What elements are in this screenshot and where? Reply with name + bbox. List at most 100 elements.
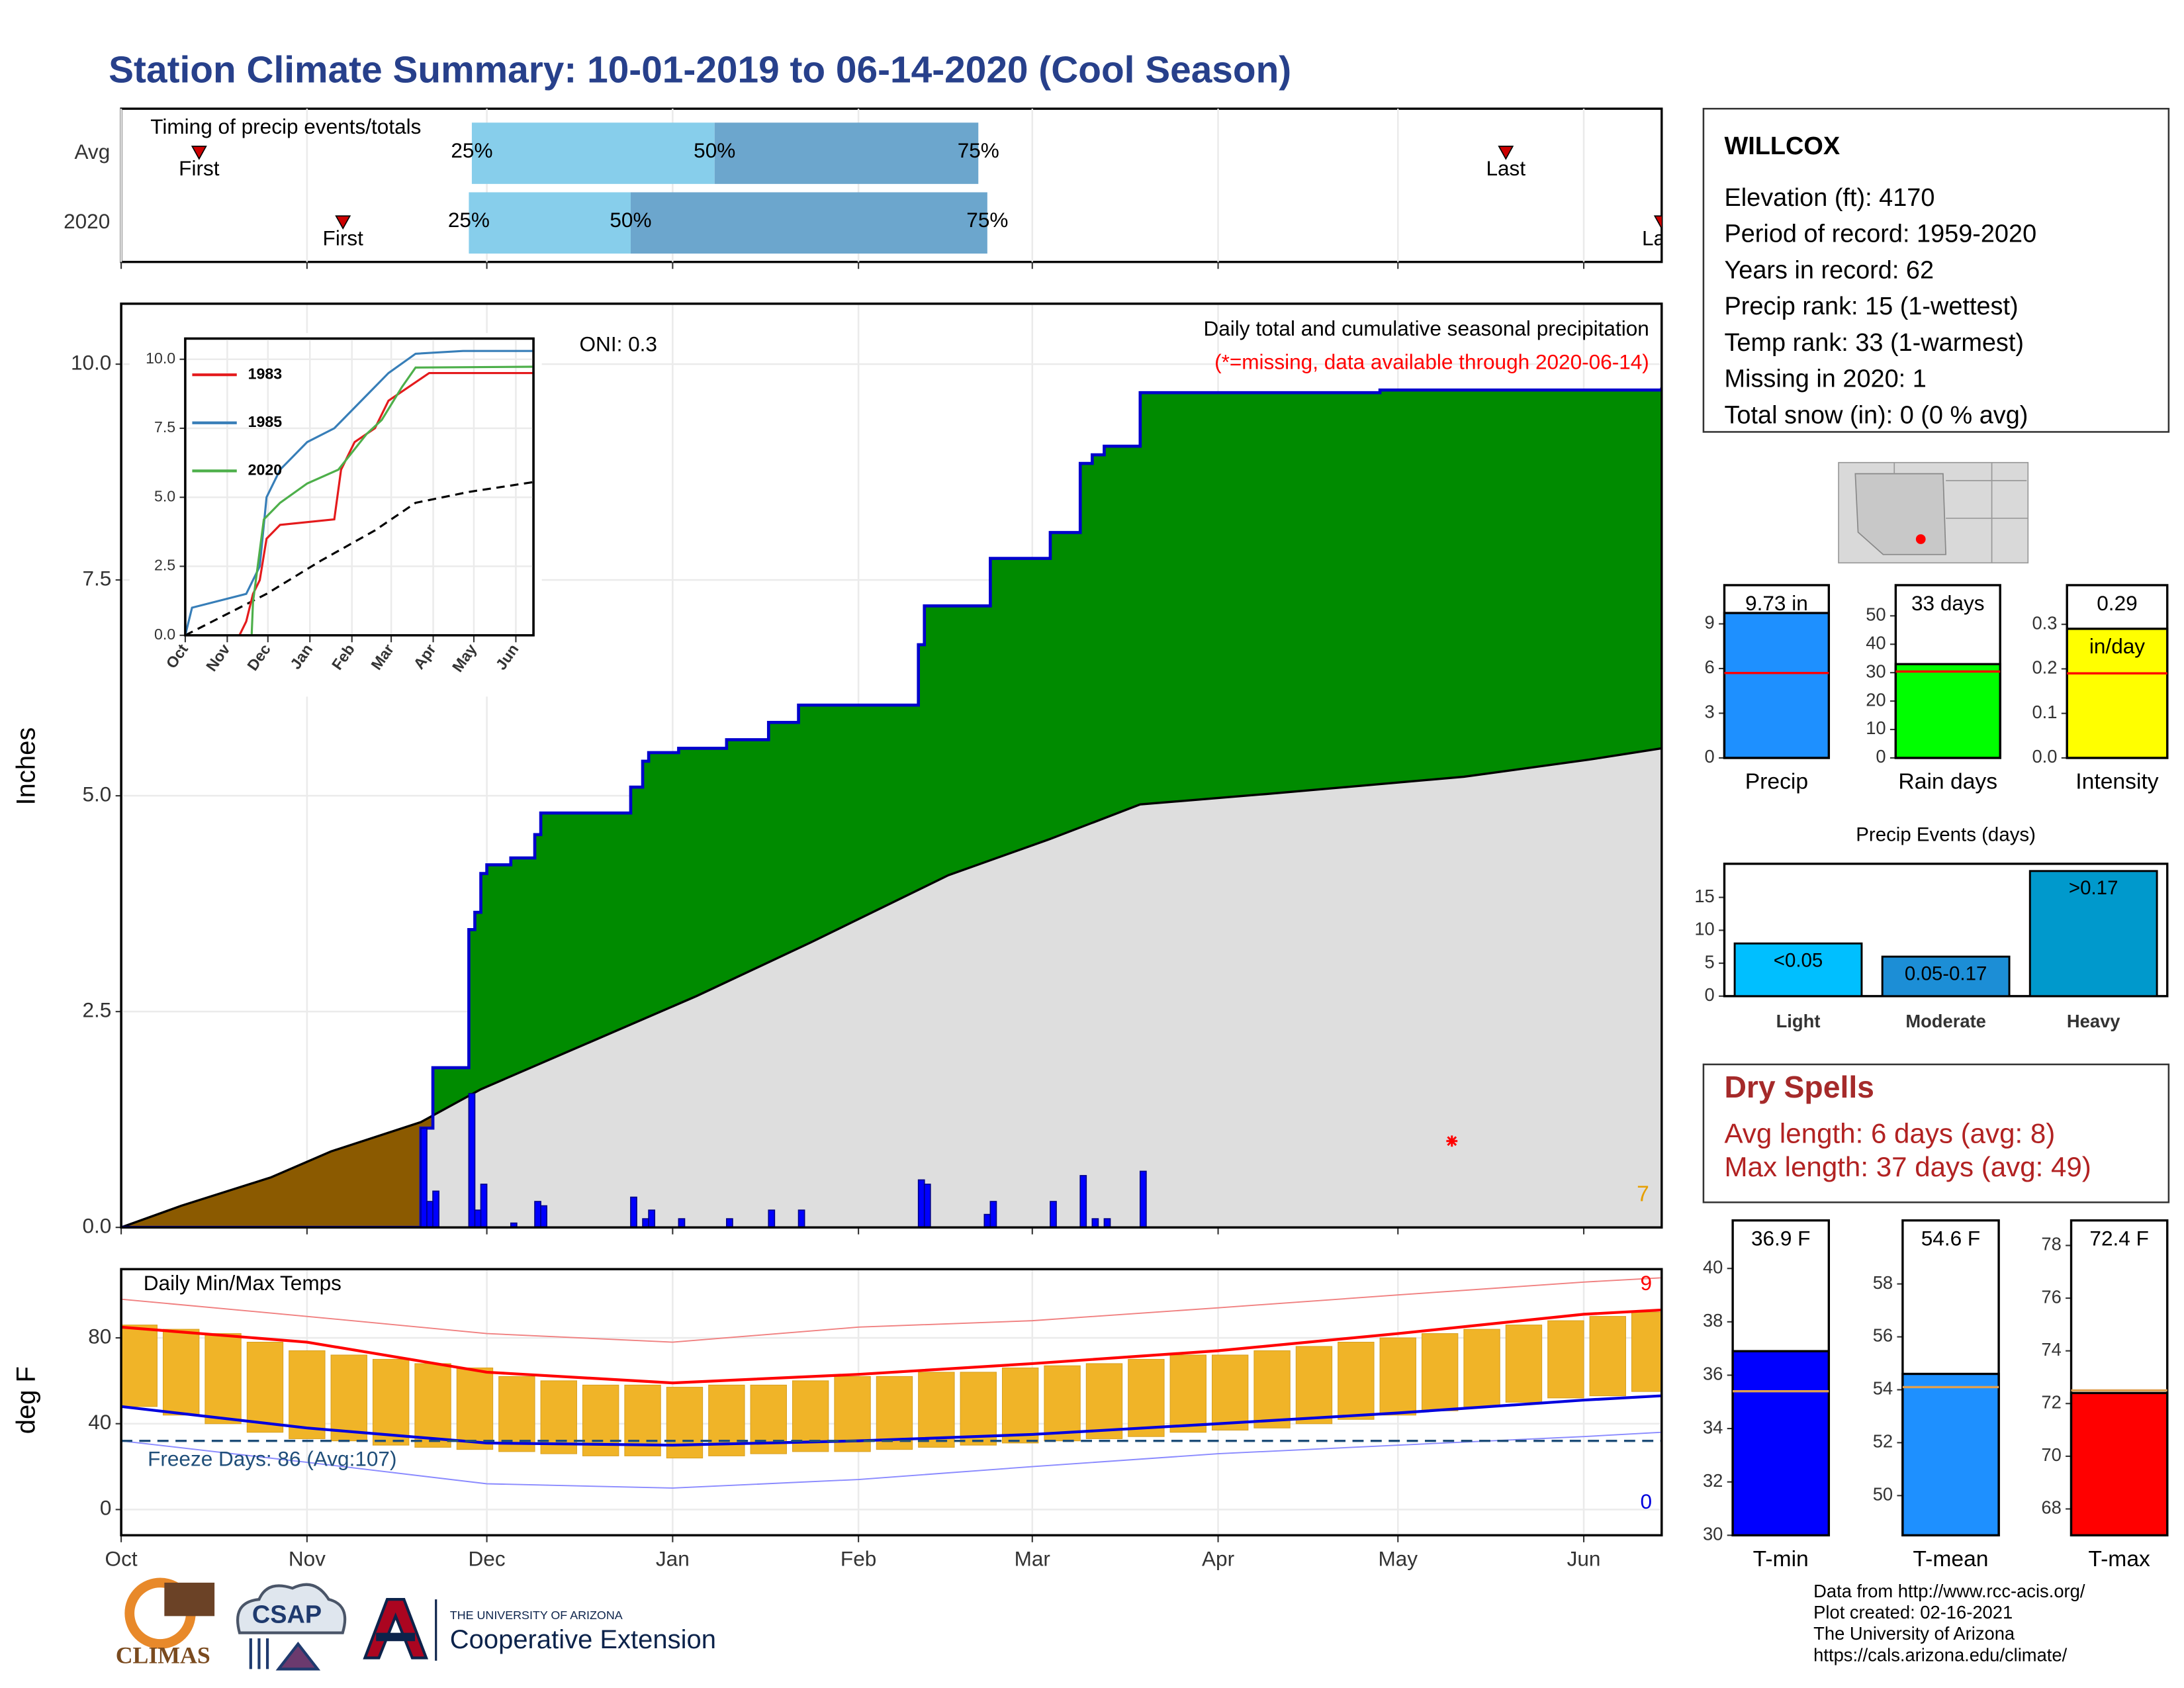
inset-panel [184, 337, 535, 637]
y-tick-label: 50 [1866, 604, 1886, 625]
y-tick-label: 40 [1703, 1256, 1723, 1277]
station-info: Years in record: 62 [1724, 256, 1934, 284]
y-tick-label: 5.0 [154, 487, 175, 504]
y-tick-label: 15 [1694, 886, 1714, 906]
x-tick-label: Dec [469, 1547, 506, 1571]
temp-range-bar [1463, 1329, 1500, 1407]
timing-bar [630, 192, 987, 254]
temp-range-bar [1001, 1367, 1039, 1444]
y-tick-label: 5 [1705, 951, 1715, 972]
gauge-bar [1723, 612, 1831, 759]
gauge-bar [2070, 1391, 2169, 1536]
footer-line: https://cals.arizona.edu/climate/ [1813, 1644, 2067, 1665]
y-axis-title: deg F [12, 1366, 41, 1434]
climas-logo: CLIMAS [116, 1642, 210, 1669]
temp-range-bar [456, 1367, 494, 1450]
temp-range-bar [205, 1333, 242, 1425]
y-tick-label: 10.0 [146, 350, 175, 367]
x-tick-label: Jan [656, 1547, 690, 1571]
temp-range-bar [876, 1376, 913, 1450]
x-tick-label: Moderate [1905, 1011, 1986, 1031]
bar [1881, 955, 2011, 998]
y-tick-label: 10 [1866, 718, 1886, 738]
daily-precip-bar [1103, 1218, 1111, 1228]
temp-range-bar [834, 1376, 871, 1452]
y-tick-label: 50 [1873, 1484, 1893, 1505]
inset-frame [184, 337, 535, 637]
avg-min-line [121, 1394, 1662, 1447]
percent-label: 75% [966, 208, 1008, 232]
station-name: WILLCOX [1724, 132, 1840, 160]
high-count: 9 [1640, 1271, 1652, 1295]
bar-label: <0.05 [1774, 949, 1823, 971]
y-tick-label: 7.5 [154, 418, 175, 436]
temp-range-bar [246, 1342, 284, 1433]
temp-range-bar [330, 1354, 367, 1442]
legend-label: 2020 [248, 461, 282, 478]
daily-precip-bar [426, 1201, 433, 1228]
logos: CLIMAS CSAP THE UNIVERSITY OF ARIZONA Co… [116, 1577, 716, 1671]
page-title: Station Climate Summary: 10-01-2019 to 0… [109, 49, 1291, 91]
y-tick-label: 9 [1705, 612, 1715, 633]
temp-range-bar [1547, 1320, 1584, 1399]
precip-subtitle: (*=missing, data available through 2020-… [1214, 350, 1649, 374]
marker-label: First [323, 226, 364, 250]
y-tick-label: 54 [1873, 1378, 1893, 1399]
gauge-bar [1901, 1372, 2000, 1536]
gauge-value-label: 33 days [1911, 591, 1985, 615]
dry-spell-info: Max length: 37 days (avg: 49) [1724, 1151, 2091, 1182]
temp-range-bar [666, 1387, 704, 1459]
temp-range-bar [1338, 1342, 1375, 1420]
missing-marker [1446, 1135, 1458, 1147]
temp-range-bar [1421, 1333, 1459, 1411]
timing-bar [469, 192, 631, 254]
y-tick-label: 56 [1873, 1325, 1893, 1346]
legend-label: 1983 [248, 365, 283, 382]
y-tick-label: 5.0 [83, 782, 112, 806]
dry-spell-info: Avg length: 6 days (avg: 8) [1724, 1117, 2055, 1149]
station-info: Missing in 2020: 1 [1724, 365, 1926, 393]
station-info: Elevation (ft): 4170 [1724, 184, 1934, 212]
x-tick-label: May [1378, 1547, 1418, 1571]
x-tick-label: Feb [841, 1547, 876, 1571]
temp-range-bar [414, 1363, 451, 1448]
daily-precip-bar [917, 1179, 925, 1228]
row-label: Avg [74, 140, 110, 164]
y-tick-label: 38 [1703, 1310, 1723, 1331]
gauge-value-label: 0.29 [2097, 591, 2137, 615]
row-label: 2020 [64, 209, 110, 233]
daily-precip-bar [983, 1213, 991, 1228]
y-tick-label: 70 [2041, 1444, 2061, 1465]
temp-range-bar [1295, 1346, 1333, 1425]
y-tick-label: 76 [2041, 1286, 2061, 1307]
y-tick-label: 0.2 [2032, 657, 2057, 678]
station-info: Precip rank: 15 (1-wettest) [1724, 293, 2018, 320]
x-tick-label: Apr [1202, 1547, 1234, 1571]
timing-title: Timing of precip events/totals [150, 115, 421, 138]
timing-bar [471, 122, 715, 184]
dry-spells-box [1702, 1063, 2170, 1203]
avg-max-line [121, 1308, 1662, 1385]
average-line [185, 481, 534, 635]
low-count: 0 [1640, 1489, 1652, 1513]
freeze-label: Freeze Days: 86 (Avg:107) [148, 1446, 396, 1470]
daily-precip-bar [480, 1184, 488, 1228]
x-tick-label: Oct [105, 1547, 138, 1571]
percent-label: 25% [451, 138, 492, 162]
y-tick-label: 6 [1705, 657, 1715, 677]
gauge-label: Precip [1745, 770, 1808, 794]
y-tick-label: 0 [100, 1496, 112, 1520]
location-map [1838, 461, 2029, 564]
temp-range-bar [1169, 1354, 1206, 1433]
y-tick-label: 7.5 [83, 566, 112, 590]
y-tick-label: 52 [1873, 1431, 1893, 1452]
bar [2028, 870, 2158, 998]
y-tick-label: 0 [1705, 984, 1715, 1005]
y-tick-label: 0.0 [83, 1214, 112, 1238]
normal-area [121, 748, 1662, 1228]
x-tick-label: Mar [1015, 1547, 1050, 1571]
daily-precip-bar [678, 1218, 686, 1228]
temp-range-bar [1505, 1325, 1543, 1403]
footer-line: Data from http://www.rcc-acis.org/ [1813, 1581, 2085, 1601]
temp-range-bar [1085, 1363, 1123, 1439]
